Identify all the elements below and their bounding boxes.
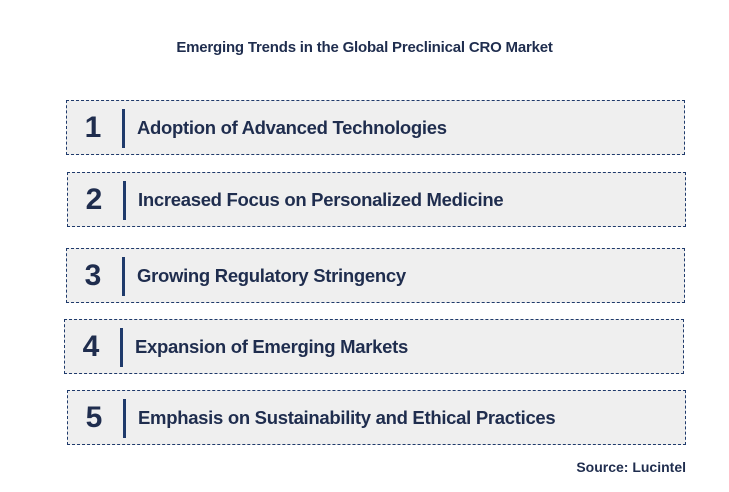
trend-label: Adoption of Advanced Technologies: [137, 116, 447, 138]
trend-divider: [123, 181, 126, 220]
trend-item-1: 1 Adoption of Advanced Technologies: [66, 100, 685, 155]
trend-number: 3: [84, 258, 102, 292]
trend-divider: [122, 109, 125, 148]
source-note: Source: Lucintel: [576, 459, 686, 475]
trend-number: 5: [85, 400, 103, 434]
trend-label: Expansion of Emerging Markets: [135, 335, 408, 357]
trend-item-2: 2 Increased Focus on Personalized Medici…: [67, 172, 686, 227]
trend-item-3: 3 Growing Regulatory Stringency: [66, 248, 685, 303]
trend-label: Emphasis on Sustainability and Ethical P…: [138, 406, 556, 428]
trend-divider: [123, 399, 126, 438]
trend-label: Growing Regulatory Stringency: [137, 264, 406, 286]
trend-divider: [122, 257, 125, 296]
trend-item-4: 4 Expansion of Emerging Markets: [64, 319, 684, 374]
trend-number: 2: [85, 182, 103, 216]
diagram-title: Emerging Trends in the Global Preclinica…: [176, 39, 553, 56]
trend-label: Increased Focus on Personalized Medicine: [138, 188, 504, 210]
trend-number: 4: [82, 329, 100, 363]
trend-item-5: 5 Emphasis on Sustainability and Ethical…: [67, 390, 686, 445]
trend-number: 1: [84, 110, 102, 144]
trend-divider: [120, 328, 123, 367]
